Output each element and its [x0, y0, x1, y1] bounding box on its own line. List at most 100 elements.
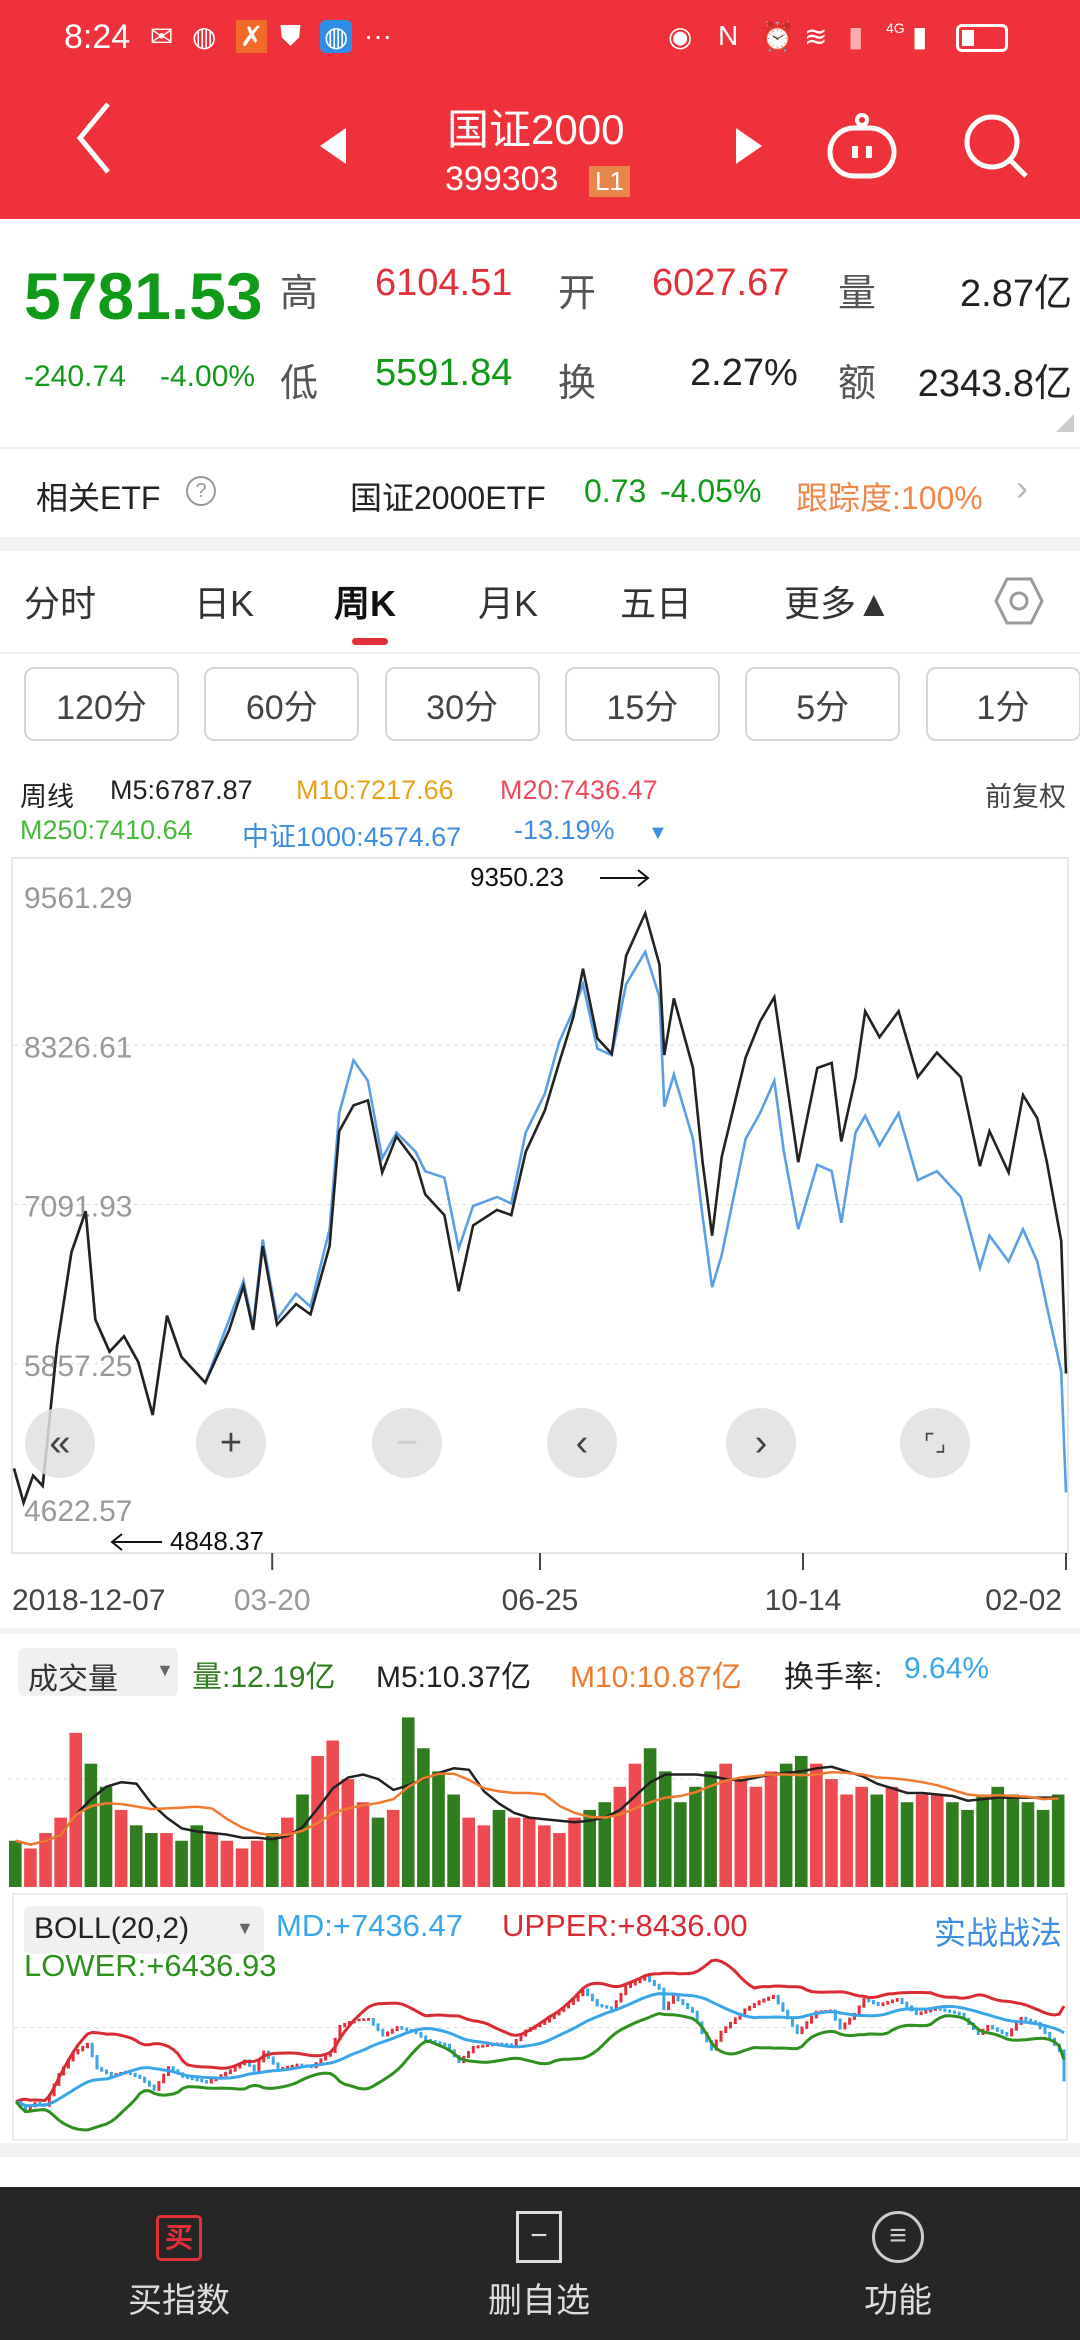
legend-compare-pct: -13.19% [514, 815, 615, 845]
dropdown-triangle-icon[interactable]: ▼ [648, 822, 668, 844]
volume-bar [719, 1763, 732, 1887]
volume-m10: M10:10.87亿 [570, 1661, 742, 1694]
functions-button[interactable]: ≡ 功能 [720, 2187, 1080, 2340]
scroll-left-icon[interactable]: ‹ [547, 1408, 617, 1478]
legend-m250: M250:7410.64 [20, 815, 193, 845]
y-tick-label: 9561.29 [24, 882, 132, 915]
period-button[interactable]: 60分 [204, 667, 360, 741]
y-tick-label: 7091.93 [24, 1191, 132, 1224]
boll-md-line [15, 1992, 1065, 2108]
volume-bar [114, 1809, 128, 1887]
last-price: 5781.53 [24, 259, 263, 333]
turnover-label: 换 [558, 363, 597, 405]
boll-indicator-label: BOLL(20,2) [34, 1912, 190, 1945]
volume-bar [24, 1848, 37, 1887]
volume-bar [477, 1825, 491, 1887]
volume-bar [538, 1825, 551, 1887]
boll-lower: LOWER:+6436.93 [24, 1948, 277, 1983]
price-chart[interactable]: 9561.29 8326.61 7091.93 5857.25 4622.57 9350.… [0, 850, 1080, 1630]
amount-label: 额 [838, 363, 877, 405]
volume-bar [976, 1794, 989, 1887]
volume-bar [1036, 1809, 1050, 1887]
tab-2[interactable]: 周K [334, 583, 396, 624]
high-label: 高 [280, 273, 319, 315]
alarm-icon: ⏰ [760, 21, 795, 52]
tab-5[interactable]: 更多▲ [784, 583, 892, 624]
adjust-mode-button[interactable]: 前复权 [985, 782, 1066, 812]
back-icon[interactable] [74, 100, 114, 176]
next-stock-icon[interactable] [734, 128, 762, 164]
section-gap [0, 2143, 1080, 2157]
browser-icon: ◍ [320, 20, 353, 53]
fullscreen-icon[interactable]: ⌜⌟ [900, 1408, 970, 1478]
volume-bar [658, 1771, 672, 1887]
etf-pct: -4.05% [660, 473, 762, 509]
functions-label: 功能 [864, 2282, 932, 2320]
period-button[interactable]: 15分 [564, 667, 720, 741]
tab-1[interactable]: 日K [194, 583, 255, 624]
volume-chart[interactable] [0, 1700, 1080, 1890]
bottom-nav: 买 买指数 − 删自选 ≡ 功能 [0, 2187, 1080, 2340]
volume-bar [507, 1817, 521, 1887]
amount-value: 2343.8亿 [917, 363, 1072, 405]
volume-bar [568, 1817, 581, 1887]
volume-bar [885, 1786, 899, 1887]
network-type: 4G [886, 20, 905, 36]
volume-bar [991, 1786, 1005, 1887]
volume-indicator-select[interactable]: 成交量 ▼ [18, 1648, 178, 1696]
legend-compare: 中证1000:4574.67 [242, 822, 462, 852]
volume-bar [462, 1817, 476, 1887]
arrow-left-icon [110, 1533, 162, 1551]
zoom-out-icon[interactable]: − [372, 1408, 442, 1478]
legend-m20: M20:7436.47 [500, 775, 658, 805]
x-tick-label: 02-02 [985, 1584, 1062, 1617]
turnover-rate-value: 9.64% [904, 1652, 990, 1685]
period-button[interactable]: 1分 [925, 667, 1080, 741]
settings-hexagon-icon[interactable] [994, 576, 1044, 626]
scroll-right-icon[interactable]: › [726, 1408, 796, 1478]
nfc-icon: N [718, 20, 739, 51]
max-annotation: 9350.23 [470, 862, 564, 892]
volume-bar [432, 1771, 445, 1887]
search-icon[interactable] [962, 112, 1030, 178]
menu-icon: ≡ [872, 2211, 924, 2263]
volume-bar [870, 1794, 884, 1887]
period-button[interactable]: 5分 [745, 667, 901, 741]
remove-watchlist-label: 删自选 [488, 2282, 590, 2320]
volume-bar [205, 1833, 219, 1887]
volume-bar [734, 1779, 748, 1887]
related-etf-row[interactable]: 相关ETF ? 国证2000ETF 0.73 -4.05% 跟踪度:100% › [0, 449, 1080, 537]
tab-4[interactable]: 五日 [620, 583, 693, 624]
volume-bar [900, 1802, 914, 1887]
volume-bar [250, 1840, 264, 1887]
status-time: 8:24 [64, 18, 131, 56]
volume-bar [643, 1748, 657, 1887]
period-button[interactable]: 30分 [384, 667, 540, 741]
volume-bar [1051, 1794, 1065, 1887]
strategy-link[interactable]: 实战战法 [933, 1915, 1062, 1951]
volume-bar [628, 1763, 642, 1887]
divider [0, 447, 1080, 449]
volume-bar [160, 1833, 173, 1887]
zoom-out-all-icon[interactable]: « [25, 1408, 95, 1478]
robot-assistant-icon[interactable] [826, 112, 898, 180]
tab-3[interactable]: 月K [478, 583, 539, 624]
x-tick-label: 06-25 [502, 1584, 579, 1617]
expand-corner-icon[interactable] [1056, 414, 1074, 432]
volume-bar [674, 1802, 687, 1887]
volume-bar [39, 1833, 52, 1887]
tab-0[interactable]: 分时 [24, 583, 97, 624]
boll-chart[interactable] [0, 1940, 1080, 2140]
boll-indicator-select[interactable]: BOLL(20,2) ▼ [24, 1906, 264, 1954]
prev-stock-icon[interactable] [320, 128, 348, 164]
volume-bar [447, 1794, 460, 1887]
zoom-in-icon[interactable]: + [196, 1408, 266, 1478]
app-header: 8:24 ✉ ◍ ✗ ⛊ ◍ ··· ◉ N ⏰ ≋ ▮ 4G ▮ 国证2000… [0, 0, 1080, 219]
volume-bar [281, 1817, 294, 1887]
period-button[interactable]: 120分 [24, 667, 179, 741]
volume-bar [99, 1786, 113, 1887]
help-icon[interactable]: ? [186, 476, 216, 506]
remove-watchlist-button[interactable]: − 删自选 [360, 2187, 720, 2340]
volume-bar [371, 1817, 385, 1887]
buy-index-button[interactable]: 买 买指数 [0, 2187, 360, 2340]
